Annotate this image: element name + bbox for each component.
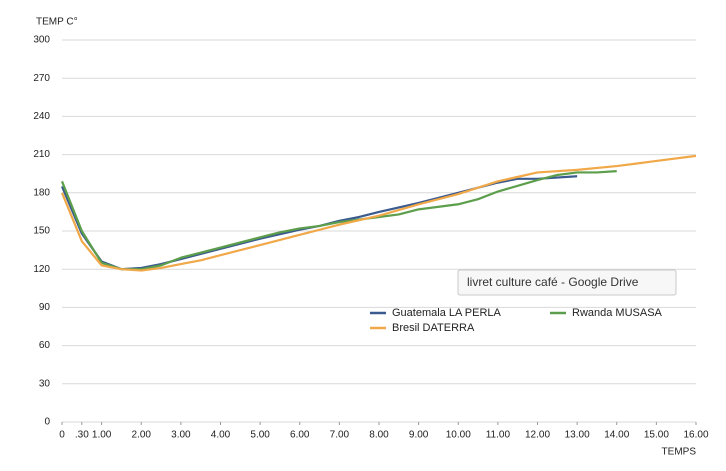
x-tick-label: 8.00: [369, 430, 389, 441]
x-tick-label: 5.00: [250, 430, 270, 441]
legend-label: Guatemala LA PERLA: [392, 307, 502, 319]
legend-label: Bresil DATERRA: [392, 322, 475, 334]
x-tick-label: 11.00: [486, 430, 511, 441]
x-tick-label: .30: [75, 430, 89, 441]
x-tick-label: 14.00: [604, 430, 629, 441]
x-tick-label: 1.00: [92, 430, 112, 441]
tooltip-text: livret culture café - Google Drive: [467, 275, 639, 289]
x-tick-label: 15.00: [644, 430, 669, 441]
x-tick-label: 4.00: [211, 430, 231, 441]
x-tick-label: 10.00: [446, 430, 471, 441]
y-tick-label: 180: [33, 187, 50, 198]
y-tick-label: 120: [33, 264, 50, 275]
y-tick-label: 60: [39, 340, 51, 351]
x-axis-label: TEMPS: [662, 447, 697, 458]
legend-label: Rwanda MUSASA: [572, 307, 663, 319]
x-tick-label: 13.00: [565, 430, 590, 441]
y-tick-label: 90: [39, 302, 51, 313]
x-tick-label: 9.00: [409, 430, 429, 441]
x-tick-label: 3.00: [171, 430, 191, 441]
y-tick-label: 150: [33, 226, 50, 237]
x-tick-label: 2.00: [132, 430, 152, 441]
x-tick-label: 7.00: [330, 430, 350, 441]
y-axis-label: TEMP C°: [36, 17, 78, 28]
y-tick-label: 210: [33, 149, 50, 160]
y-tick-label: 240: [33, 111, 50, 122]
y-tick-label: 30: [39, 378, 51, 389]
series-line: [60, 154, 697, 272]
x-tick-label: 6.00: [290, 430, 310, 441]
y-tick-label: 0: [44, 417, 50, 428]
tooltip-box: [457, 269, 677, 296]
x-tick-label: 12.00: [525, 430, 550, 441]
y-tick-label: 270: [33, 73, 50, 84]
x-tick-label: 0: [59, 430, 65, 441]
x-tick-label: 16.00: [683, 430, 708, 441]
y-tick-label: 300: [33, 35, 50, 46]
